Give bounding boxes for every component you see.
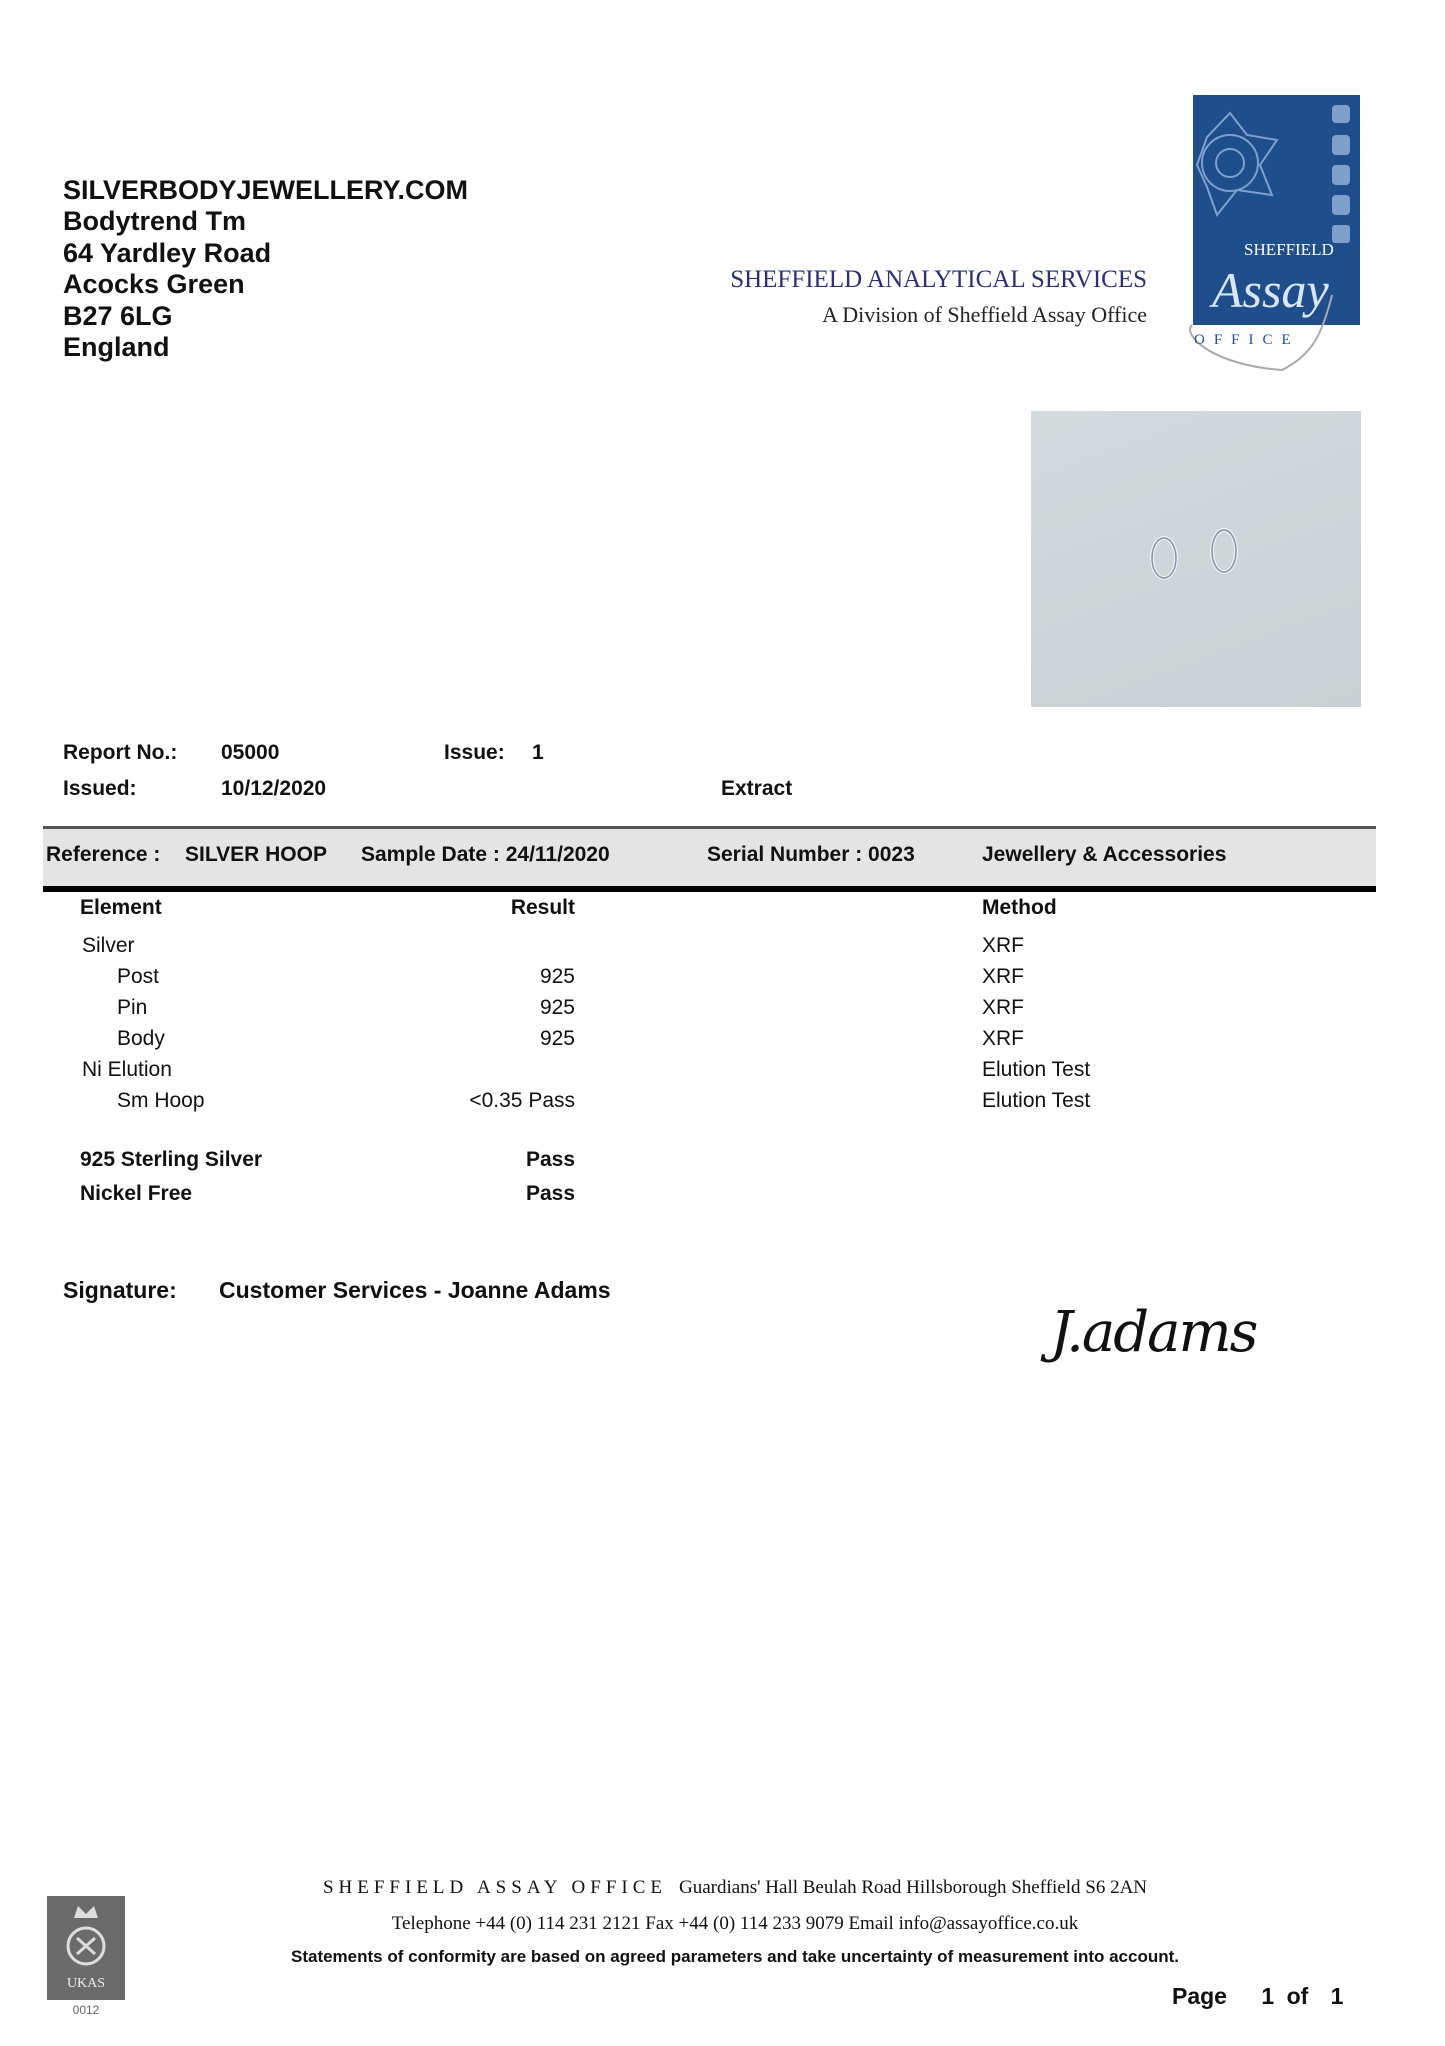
issue-number: 1 [532,741,544,764]
logo-text-bottom: OFFICE [1194,332,1300,348]
issue-label: Issue: [444,741,505,764]
column-header-method: Method [982,896,1057,919]
column-header-element: Element [80,896,162,919]
address-line: B27 6LG [63,301,173,331]
footer-office-name: SHEFFIELD ASSAY OFFICE [322,1877,668,1898]
hoop-earrings-image [1150,528,1238,580]
row-element: Ni Elution [82,1058,172,1081]
row-element: Pin [117,996,148,1019]
rose-emblem-icon [1189,105,1350,372]
row-result: <0.35 Pass [469,1089,575,1112]
crown-icon [66,1906,106,1966]
row-method: Elution Test [982,1089,1091,1112]
address-line: SILVERBODYJEWELLERY.COM [63,175,469,205]
footer-address-line: SHEFFIELD ASSAY OFFICE Guardians' Hall Be… [0,1877,1445,1899]
org-name: SHEFFIELD ANALYTICAL SERVICES [730,266,1147,293]
summary-result: Pass [525,1148,575,1171]
row-method: Elution Test [982,1058,1091,1081]
of-label: of [1286,1983,1309,2009]
footer-contact: Telephone +44 (0) 114 231 2121 Fax +44 (… [391,1913,1079,1934]
summary-label: Nickel Free [80,1182,193,1205]
signature-label: Signature: [63,1277,177,1303]
sample-photo [1031,411,1361,707]
reference-value: SILVER HOOP [185,843,327,866]
address-line: Acocks Green [63,269,245,299]
row-element: Sm Hoop [117,1089,205,1112]
row-element: Body [117,1027,165,1050]
ukas-number: 0012 [72,2003,100,2017]
row-method: XRF [982,1027,1024,1050]
logo-text-main: Assay [1212,262,1329,318]
serial-number: Serial Number : 0023 [707,843,915,866]
report-no-label: Report No.: [63,741,178,764]
row-element: Post [117,965,160,988]
row-result: 925 [539,996,575,1019]
org-subtitle: A Division of Sheffield Assay Office [822,302,1147,327]
ukas-text: UKAS [66,1976,106,1991]
row-result: 925 [539,965,575,988]
ukas-logo: UKAS [47,1896,125,2000]
page-total: 1 [1330,1983,1344,2009]
address-line: 64 Yardley Road [63,238,272,268]
report-type: Extract [721,777,793,800]
report-no: 05000 [221,741,280,764]
issued-date: 10/12/2020 [221,777,327,800]
summary-label: 925 Sterling Silver [80,1148,263,1171]
footer-address: Guardians' Hall Beulah Road Hillsborough… [679,1877,1148,1898]
handwritten-signature: J.adams [1050,1300,1258,1365]
page-number: 1 [1261,1983,1275,2009]
row-method: XRF [982,996,1024,1019]
row-result: 925 [539,1027,575,1050]
signature-name: Customer Services - Joanne Adams [219,1277,611,1303]
sample-date: Sample Date : 24/11/2020 [361,843,610,866]
reference-label: Reference : [46,843,161,866]
logo-text-top: SHEFFIELD [1244,240,1334,259]
summary-result: Pass [525,1182,575,1205]
column-header-result: Result [510,896,575,919]
address-line: Bodytrend Tm [63,206,247,236]
row-element: Silver [82,934,135,957]
sample-info-band: Reference : SILVER HOOP Sample Date : 24… [43,826,1376,892]
footer-statement: Statements of conformity are based on ag… [290,1947,1180,1966]
address-line: England [63,332,170,362]
row-method: XRF [982,965,1024,988]
row-method: XRF [982,934,1024,957]
page-label: Page [1172,1983,1227,2009]
page-indicator: Page 1 of 1 [1172,1983,1343,2010]
assay-office-logo: SHEFFIELD Assay OFFICE [1172,95,1367,375]
category: Jewellery & Accessories [982,843,1227,866]
issued-label: Issued: [63,777,137,800]
